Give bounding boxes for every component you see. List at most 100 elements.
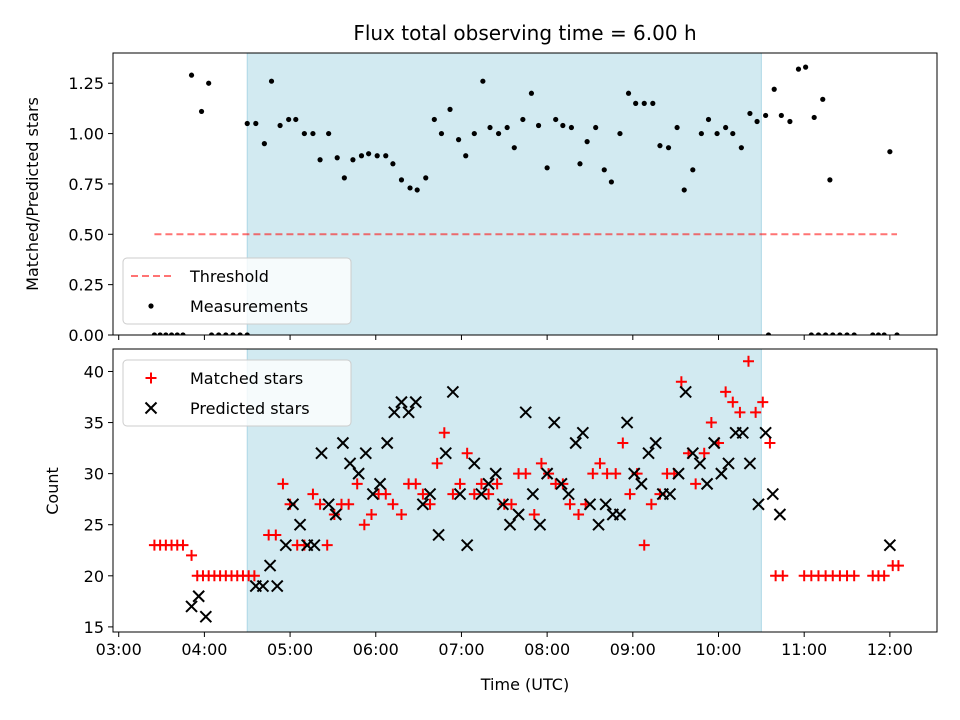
measurement-point	[625, 90, 632, 96]
measurement-point	[253, 120, 259, 127]
measurement-point	[438, 130, 445, 137]
measurement-point	[317, 157, 323, 163]
predicted-star-point	[395, 395, 408, 409]
y-tick-label-bottom: 15	[84, 618, 104, 637]
predicted-star-point	[380, 436, 394, 450]
matched-star-point	[417, 488, 429, 500]
predicted-star-point	[475, 487, 488, 501]
predicted-star-point	[519, 406, 532, 419]
matched-star-point	[892, 560, 904, 572]
matched-star-point	[270, 529, 282, 541]
y-axis-label-bottom: Count	[43, 467, 62, 515]
matched-star-point	[624, 488, 636, 500]
measurement-point	[823, 332, 829, 335]
predicted-star-point	[359, 447, 372, 460]
matched-star-point	[557, 478, 569, 490]
ratio-panel: 0.00 0.25 0.50 0.75 1.00 1.25 Threshold Measure…	[68, 52, 938, 345]
predicted-star-point	[446, 385, 460, 399]
y-tick-label-top: 0.00	[68, 326, 104, 345]
measurement-point	[601, 167, 607, 173]
measurement-point	[765, 332, 772, 335]
matched-star-point	[645, 498, 657, 510]
measurement-point	[277, 122, 283, 129]
measurement-point	[650, 100, 656, 106]
measurement-point	[383, 153, 389, 159]
x-tick-label: 09:00	[610, 640, 656, 659]
measurement-point	[455, 137, 462, 143]
predicted-star-point	[416, 498, 430, 511]
measurement-point	[747, 110, 753, 117]
matched-star-point	[520, 468, 532, 480]
measurement-point	[244, 120, 250, 127]
x-tick-label: 08:00	[524, 640, 570, 659]
matched-star-point	[321, 539, 333, 551]
measurement-point	[447, 106, 453, 112]
matched-star-point	[468, 488, 480, 500]
measurement-point	[286, 116, 292, 123]
predicted-star-point	[286, 498, 300, 511]
measurement-point	[350, 157, 356, 163]
predicted-star-point	[883, 538, 897, 552]
y-tick-label-bottom: 35	[84, 414, 104, 433]
measurement-point	[560, 122, 566, 129]
matched-star-point	[380, 488, 392, 500]
measurement-point	[544, 165, 550, 171]
matched-star-point	[675, 376, 687, 388]
measurement-point	[487, 124, 493, 131]
legend-top: Threshold Measurements	[122, 257, 352, 325]
predicted-star-point	[271, 579, 284, 593]
chart-title: Flux total observing time = 6.00 h	[353, 21, 696, 45]
matched-star-point	[757, 396, 769, 408]
predicted-star-point	[373, 477, 387, 491]
y-tick-label-top: 1.00	[68, 125, 104, 144]
predicted-star-point	[423, 487, 437, 501]
measurement-point	[568, 124, 575, 131]
legend-label: Threshold	[189, 267, 269, 286]
predicted-star-point	[343, 457, 357, 470]
x-tick-label: 04:00	[181, 640, 227, 659]
measurement-point	[808, 332, 814, 335]
matched-star-point	[594, 457, 606, 469]
plot-area-bottom	[148, 355, 904, 623]
x-tick-label: 12:00	[867, 640, 913, 659]
legend-label: Measurements	[190, 297, 308, 316]
y-tick-label-top: 0.75	[68, 175, 104, 194]
predicted-star-point	[496, 498, 510, 511]
predicted-star-point	[503, 518, 517, 531]
measurement-point	[334, 155, 340, 161]
predicted-star-point	[468, 457, 481, 470]
measurement-point	[463, 153, 469, 159]
matched-star-point	[564, 498, 576, 510]
y-tick-label-bottom: 30	[84, 465, 104, 484]
predicted-star-point	[540, 467, 554, 480]
measurement-point	[887, 149, 893, 155]
y-axis-label-top: Matched/Predicted stars	[23, 97, 42, 291]
measurement-point	[795, 66, 802, 72]
matched-star-point	[543, 468, 555, 480]
x-tick-label: 11:00	[781, 640, 827, 659]
matched-star-point	[742, 355, 754, 367]
measurement-point	[787, 118, 793, 125]
predicted-star-point	[489, 467, 502, 480]
measurement-point	[511, 145, 517, 151]
measurement-point	[398, 177, 405, 183]
x-axis-label: Time (UTC)	[480, 675, 569, 694]
measurement-point	[157, 332, 163, 335]
x-tick-label: 07:00	[438, 640, 484, 659]
matched-star-point	[475, 478, 487, 490]
matched-star-point	[358, 519, 370, 531]
predicted-star-point	[562, 487, 575, 501]
measurement-point	[223, 332, 229, 335]
predicted-star-point	[548, 416, 561, 429]
measurement-point	[771, 86, 777, 92]
matched-star-point	[314, 498, 326, 510]
predicted-star-point	[460, 538, 474, 552]
measurement-point	[593, 124, 599, 131]
measurement-point	[714, 130, 720, 137]
measurement-point	[471, 130, 477, 137]
measurement-point	[188, 72, 195, 78]
measurement-point	[820, 96, 826, 102]
measurement-point	[520, 116, 526, 123]
legend-label: Matched stars	[190, 369, 303, 388]
matched-star-point	[848, 570, 860, 582]
